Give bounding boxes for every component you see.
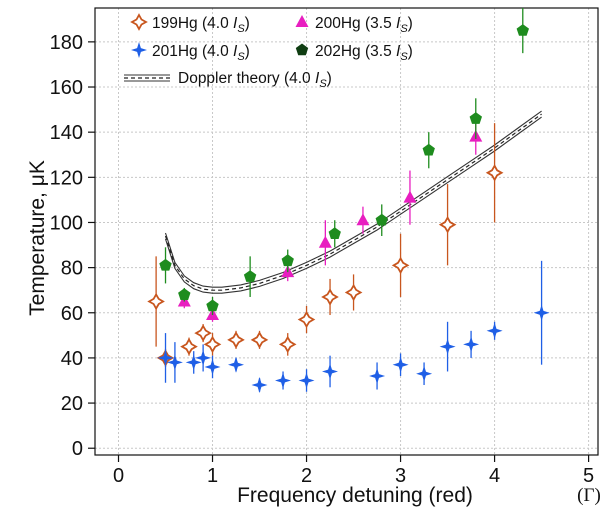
marker-triangle	[356, 213, 370, 226]
ticks: 0 1 2 3 4 5 0 20 40 60 80 100 120 140 160 180	[50, 32, 595, 487]
x-tick-label: 2	[301, 465, 312, 487]
x-tick-label: 5	[583, 465, 594, 487]
marker-diamond-star	[185, 354, 202, 371]
marker-triangle	[318, 235, 332, 248]
marker-triangle	[403, 190, 417, 203]
marker-diamond-star	[463, 336, 480, 353]
series-pentagon	[159, 8, 529, 316]
marker-diamond-star	[322, 363, 338, 380]
marker-diamond-star	[486, 322, 503, 339]
marker-diamond-star	[533, 304, 550, 321]
legend-label: Doppler theory (4.0 IS)	[178, 70, 332, 90]
legend-label: 202Hg (3.5 IS)	[315, 43, 413, 63]
x-axis-label: Frequency detuning (red)	[237, 484, 473, 507]
marker-diamond-star	[204, 359, 221, 375]
theory-curve	[164, 113, 542, 291]
y-tick-label: 40	[61, 348, 83, 370]
y-tick-label: 180	[50, 32, 83, 54]
y-tick-label: 60	[61, 303, 83, 325]
marker-diamond-star	[275, 372, 291, 389]
marker-open-star	[485, 163, 504, 182]
marker-pentagon	[159, 258, 172, 271]
marker-open-star	[203, 335, 222, 354]
legend-label: 200Hg (3.5 IS)	[315, 15, 413, 35]
marker-pentagon	[295, 43, 309, 56]
marker-pentagon	[375, 213, 388, 226]
marker-diamond-star	[416, 365, 433, 382]
marker-diamond-star	[166, 354, 183, 371]
marker-pentagon	[469, 112, 482, 124]
marker-diamond-star	[131, 42, 147, 58]
marker-open-star	[321, 288, 339, 306]
y-tick-label: 120	[50, 167, 83, 189]
marker-pentagon	[516, 24, 529, 36]
y-tick-label: 20	[61, 393, 83, 415]
x-tick-label: 4	[489, 465, 500, 487]
theory-layer	[164, 110, 542, 294]
series-layer	[147, 8, 550, 393]
marker-open-star	[438, 215, 457, 234]
y-axis-label: Temperature, μK	[26, 160, 49, 316]
y-tick-label: 80	[61, 258, 83, 280]
marker-open-star	[180, 337, 198, 356]
marker-pentagon	[422, 143, 435, 156]
x-axis-unit: (Γ)	[577, 485, 601, 506]
x-tick-label: 0	[113, 465, 124, 487]
marker-open-star	[147, 292, 165, 311]
marker-open-star	[227, 331, 245, 349]
y-tick-label: 160	[50, 77, 83, 99]
marker-diamond-star	[228, 356, 244, 373]
marker-diamond-star	[195, 349, 212, 366]
legend: 199Hg (4.0 IS) 200Hg (3.5 IS) 201Hg (4.0 I…	[124, 13, 413, 90]
marker-diamond-star	[298, 372, 315, 389]
theory-lower-bound	[164, 116, 542, 294]
y-tick-label: 140	[50, 122, 83, 144]
marker-pentagon	[178, 288, 191, 300]
marker-open-star	[130, 13, 148, 31]
marker-open-star	[194, 324, 212, 342]
marker-pentagon	[243, 270, 257, 282]
x-tick-label: 3	[395, 465, 406, 487]
marker-diamond-star	[392, 356, 409, 373]
plot-frame	[94, 7, 599, 456]
marker-pentagon	[328, 227, 341, 239]
x-tick-label: 1	[207, 465, 218, 487]
marker-diamond-star	[439, 338, 456, 355]
marker-open-star	[391, 256, 410, 275]
legend-label: 201Hg (4.0 IS)	[152, 43, 250, 63]
marker-triangle	[295, 15, 309, 27]
marker-diamond-star	[157, 349, 174, 366]
marker-open-star	[344, 283, 363, 302]
marker-pentagon	[281, 254, 294, 267]
series-open-star	[147, 123, 504, 367]
marker-open-star	[250, 331, 269, 349]
marker-diamond-star	[251, 377, 268, 393]
legend-label: 199Hg (4.0 IS)	[152, 15, 250, 35]
y-tick-label: 100	[50, 212, 83, 234]
marker-pentagon	[206, 299, 219, 312]
y-tick-label: 0	[72, 438, 83, 460]
series-diamond-star	[157, 260, 550, 393]
grid	[95, 8, 598, 455]
marker-diamond-star	[369, 368, 386, 384]
marker-open-star	[297, 310, 316, 329]
theory-upper-bound	[164, 110, 542, 288]
marker-open-star	[278, 335, 297, 354]
